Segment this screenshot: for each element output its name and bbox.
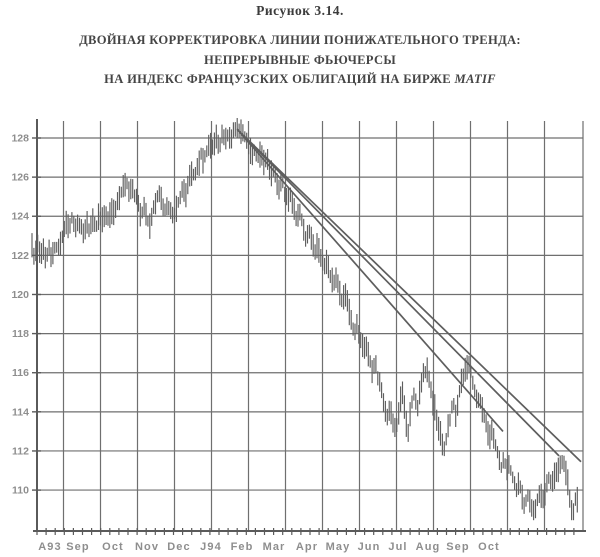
price-bars-series xyxy=(31,118,578,521)
y-axis-label: 120 xyxy=(11,289,29,301)
x-axis-label: Oct xyxy=(102,541,124,553)
x-axis-label: J94 xyxy=(200,541,222,553)
x-axis-label: Apr xyxy=(296,541,318,553)
x-axis-label: A93 xyxy=(38,541,61,553)
x-axis-label: Sep xyxy=(446,541,469,553)
y-axis-label: 114 xyxy=(12,406,29,418)
x-axis-label: Oct xyxy=(478,541,500,553)
x-axis-label: Mar xyxy=(263,541,286,553)
figure-title-line1: ДВОЙНАЯ КОРРЕКТИРОВКА ЛИНИИ ПОНИЖАТЕЛЬНО… xyxy=(79,33,521,47)
figure-title: ДВОЙНАЯ КОРРЕКТИРОВКА ЛИНИИ ПОНИЖАТЕЛЬНО… xyxy=(0,31,600,90)
x-axis-label: Dec xyxy=(167,541,190,553)
y-axis-label: 110 xyxy=(12,485,29,497)
x-axis-label: May xyxy=(326,541,351,553)
x-axis-label: Jun xyxy=(358,541,381,553)
y-axis-label: 126 xyxy=(11,172,29,184)
adjusted-downtrend-line-1 xyxy=(236,128,560,457)
y-axis-label: 122 xyxy=(11,250,29,262)
y-axis-label: 128 xyxy=(11,133,29,145)
adjusted-downtrend-line-2 xyxy=(236,128,582,463)
y-axis-label: 112 xyxy=(12,445,29,457)
figure-title-line2: НЕПРЕРЫВНЫЕ ФЬЮЧЕРСЫ xyxy=(203,52,397,67)
x-axis-label: Feb xyxy=(231,541,254,553)
y-axis-label: 124 xyxy=(11,211,29,223)
x-axis-label: Jul xyxy=(388,541,407,553)
x-axis-label: Nov xyxy=(135,541,159,553)
figure-title-line3: НА ИНДЕКС ФРАНЦУЗСКИХ ОБЛИГАЦИЙ НА БИРЖЕ… xyxy=(104,72,496,86)
original-downtrend-line xyxy=(236,128,504,432)
y-axis-label: 116 xyxy=(12,367,29,379)
y-axis-label: 118 xyxy=(12,328,29,340)
x-axis-label: Sep xyxy=(66,541,89,553)
x-axis-label: Aug xyxy=(416,541,441,553)
figure-label: Рисунок 3.14. xyxy=(256,3,344,18)
matif-exchange-name: MATIF xyxy=(454,72,496,86)
